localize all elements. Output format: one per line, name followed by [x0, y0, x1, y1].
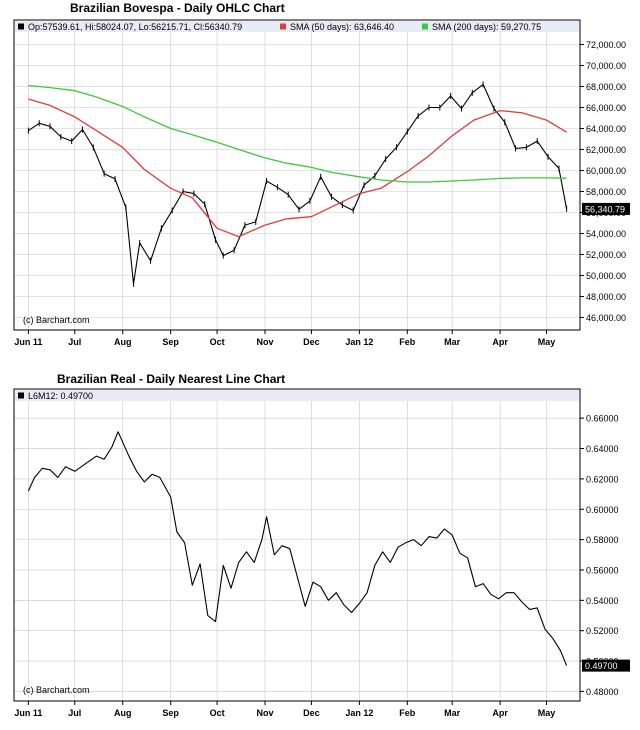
x-tick-label: Sep [162, 337, 179, 347]
y-tick-label: 60,000.00 [586, 166, 626, 176]
x-tick-label: Apr [492, 708, 508, 718]
ohlc-legend-swatch [18, 23, 24, 30]
watermark: (c) Barchart.com [23, 315, 90, 325]
watermark: (c) Barchart.com [23, 685, 90, 695]
y-tick-label: 46,000.00 [586, 313, 626, 323]
y-tick-label: 64,000.00 [586, 124, 626, 134]
x-tick-label: Sep [162, 708, 179, 718]
y-tick-label: 0.64000 [586, 444, 619, 454]
last-value-marker: 56,340.79 [582, 202, 630, 215]
y-tick-label: 62,000.00 [586, 145, 626, 155]
series-layer [27, 431, 568, 666]
x-tick-label: May [538, 708, 556, 718]
y-tick-label: 0.62000 [586, 474, 619, 484]
x-tick-label: Feb [399, 708, 416, 718]
legend-bar [15, 21, 579, 32]
chart-title: Brazilian Real - Daily Nearest Line Char… [57, 372, 285, 386]
y-axis-ticks: 46,000.00 48,000.00 50,000.00 52,000.00 54,0… [580, 40, 626, 323]
x-tick-label: Jun 11 [14, 708, 42, 718]
sma200-legend-label: SMA (200 days): 59,270.75 [432, 22, 541, 32]
y-tick-label: 52,000.00 [586, 250, 626, 260]
x-tick-label: Jan 12 [345, 337, 373, 347]
real-chart: Brazilian Real - Daily Nearest Line Char… [13, 372, 630, 718]
last-value-label: 0.49700 [585, 661, 618, 671]
y-tick-label: 68,000.00 [586, 82, 626, 92]
y-tick-label: 0.60000 [586, 505, 619, 515]
y-tick-label: 66,000.00 [586, 103, 626, 113]
y-tick-label: 0.48000 [586, 687, 619, 697]
x-tick-label: Aug [114, 708, 132, 718]
x-tick-label: Oct [210, 708, 225, 718]
x-tick-label: Nov [257, 708, 274, 718]
x-tick-label: Oct [210, 337, 225, 347]
last-value-marker: 0.49700 [582, 659, 630, 672]
x-tick-label: Apr [492, 337, 508, 347]
y-tick-label: 0.58000 [586, 535, 619, 545]
y-tick-label: 54,000.00 [586, 229, 626, 239]
x-tick-label: Aug [114, 337, 132, 347]
x-tick-label: Dec [303, 708, 320, 718]
sma200-legend-swatch [422, 23, 428, 30]
y-axis-ticks: 0.480000.500000.520000.540000.560000.580… [580, 414, 619, 697]
last-value-box [582, 659, 630, 672]
x-tick-label: Mar [444, 337, 461, 347]
x-tick-label: Feb [399, 337, 416, 347]
x-tick-label: Mar [444, 708, 461, 718]
y-tick-label: 50,000.00 [586, 271, 626, 281]
x-tick-label: Jun 11 [14, 337, 42, 347]
plot-frame [13, 19, 581, 331]
legend-bar [15, 390, 579, 401]
last-value-label: 56,340.79 [585, 204, 625, 214]
y-tick-label: 0.54000 [586, 596, 619, 606]
chart-title: Brazilian Bovespa - Daily OHLC Chart [70, 1, 285, 15]
sma50-line [28, 98, 567, 238]
y-tick-label: 72,000.00 [586, 40, 626, 50]
plot-frame [13, 388, 581, 702]
y-tick-label: 0.56000 [586, 565, 619, 575]
x-axis-ticks: Jun 11 Jul Aug Sep Oct Nov Dec Jan 12 Feb Mar Apr M… [14, 330, 555, 347]
sma50-legend-label: SMA (50 days): 63,646.40 [290, 22, 394, 32]
grid [14, 32, 580, 330]
x-tick-label: Jan 12 [345, 708, 373, 718]
bovespa-chart: Brazilian Bovespa - Daily OHLC Chart Op:… [13, 1, 630, 347]
ohlc-legend-label: Op:57539.61, Hi:58024.07, Lo:56215.71, C… [28, 22, 242, 32]
series-legend-label: L6M12: 0.49700 [28, 391, 93, 401]
last-value-box [582, 202, 630, 215]
x-tick-label: Nov [257, 337, 274, 347]
series-legend-swatch [18, 392, 24, 399]
x-tick-label: May [538, 337, 556, 347]
x-tick-label: Jul [68, 708, 81, 718]
x-tick-label: Dec [303, 337, 320, 347]
y-tick-label: 70,000.00 [586, 61, 626, 71]
sma50-legend-swatch [280, 23, 286, 30]
y-tick-label: 48,000.00 [586, 292, 626, 302]
x-axis-ticks: Jun 11 Jul Aug Sep Oct Nov Dec Jan 12 Feb Mar Apr M… [14, 701, 555, 718]
grid [14, 401, 580, 701]
sma200-line [28, 84, 567, 183]
series-layer [27, 81, 568, 287]
x-tick-label: Jul [68, 337, 81, 347]
y-tick-label: 0.66000 [586, 414, 619, 424]
y-tick-label: 0.52000 [586, 626, 619, 636]
price-line [27, 431, 568, 666]
y-tick-label: 58,000.00 [586, 187, 626, 197]
ohlc-line [28, 83, 568, 285]
